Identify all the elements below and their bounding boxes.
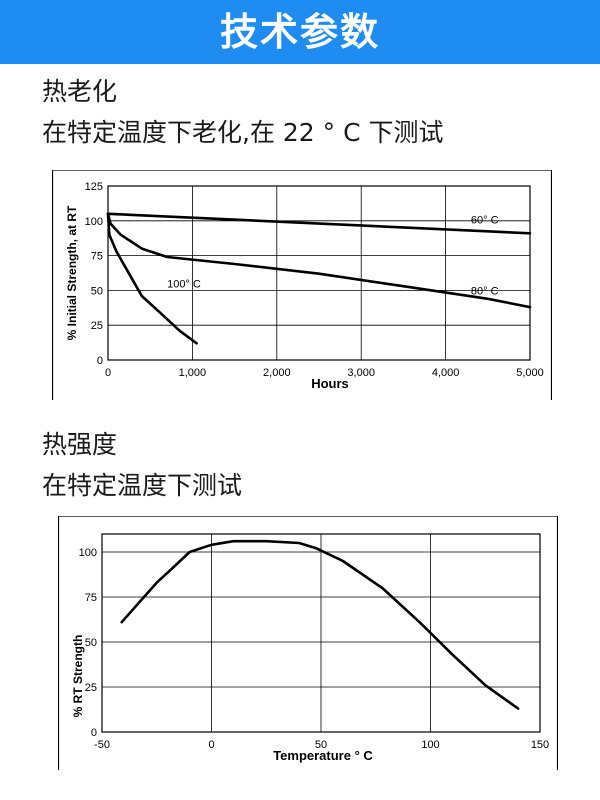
aging-series-label-1: 80° C (471, 286, 499, 298)
aging-x-tick-label: 1,000 (179, 367, 207, 379)
aging-x-axis-label: Hours (311, 376, 349, 391)
strength-x-tick-label: 100 (421, 739, 439, 751)
strength-y-tick-label: 50 (85, 637, 97, 649)
strength-x-tick-label: 50 (315, 739, 327, 751)
aging-series-label-0: 60° C (471, 215, 499, 227)
aging-series-line-1 (106, 212, 532, 309)
aging-x-tick-label: 3,000 (347, 367, 375, 379)
aging-y-axis-label: % Initial Strength, at RT (65, 205, 79, 340)
strength-series-line-0 (120, 539, 520, 710)
heat-strength-chart: -50 0 50 100 150 0 25 50 75 100 Temperature ° C% R… (57, 515, 559, 770)
strength-x-axis-label: Temperature ° C (273, 748, 373, 763)
aging-y-tick-label: 100 (85, 216, 103, 228)
section-description-heat-strength: 在特定温度下测试 (42, 471, 243, 500)
strength-x-tick-label: 0 (208, 739, 214, 751)
aging-plot-area (107, 185, 531, 361)
page-title: 技术参数 (219, 10, 380, 54)
aging-y-tick-label: 75 (91, 251, 103, 263)
aging-x-tick-label: 4,000 (432, 367, 460, 379)
strength-y-tick-label: 100 (79, 547, 97, 559)
aging-series-line-0 (106, 212, 532, 235)
strength-y-tick-label: 75 (85, 592, 97, 604)
strength-x-tick-label: -50 (94, 739, 110, 751)
strength-y-tick-label: 25 (85, 682, 97, 694)
aging-x-tick-label: 5,000 (516, 367, 544, 379)
strength-plot-area (101, 533, 541, 733)
strength-y-tick-label: 0 (91, 727, 97, 739)
header-banner: 技术参数 (0, 0, 600, 64)
section-heading-heat-aging: 热老化 (42, 77, 118, 106)
aging-y-tick-label: 125 (85, 181, 103, 193)
aging-y-tick-label: 25 (91, 320, 103, 332)
heat-aging-chart-svg: 0 1,000 2,000 3,000 4,000 5,000 0 25 50 75 100 125 H… (51, 169, 553, 400)
strength-y-axis-label: % RT Strength (71, 635, 85, 718)
aging-series-label-2: 100° C (167, 279, 201, 291)
section-heading-heat-strength: 热强度 (42, 430, 118, 459)
aging-y-tick-label: 50 (91, 285, 103, 297)
aging-x-tick-label: 0 (105, 367, 111, 379)
aging-x-tick-label: 2,000 (263, 367, 291, 379)
heat-aging-chart: 0 1,000 2,000 3,000 4,000 5,000 0 25 50 75 100 125 H… (51, 169, 553, 400)
strength-x-tick-label: 150 (531, 739, 549, 751)
aging-y-tick-label: 0 (97, 355, 103, 367)
section-description-heat-aging: 在特定温度下老化,在 22 ° C 下测试 (42, 118, 444, 147)
aging-series-line-2 (106, 212, 198, 345)
